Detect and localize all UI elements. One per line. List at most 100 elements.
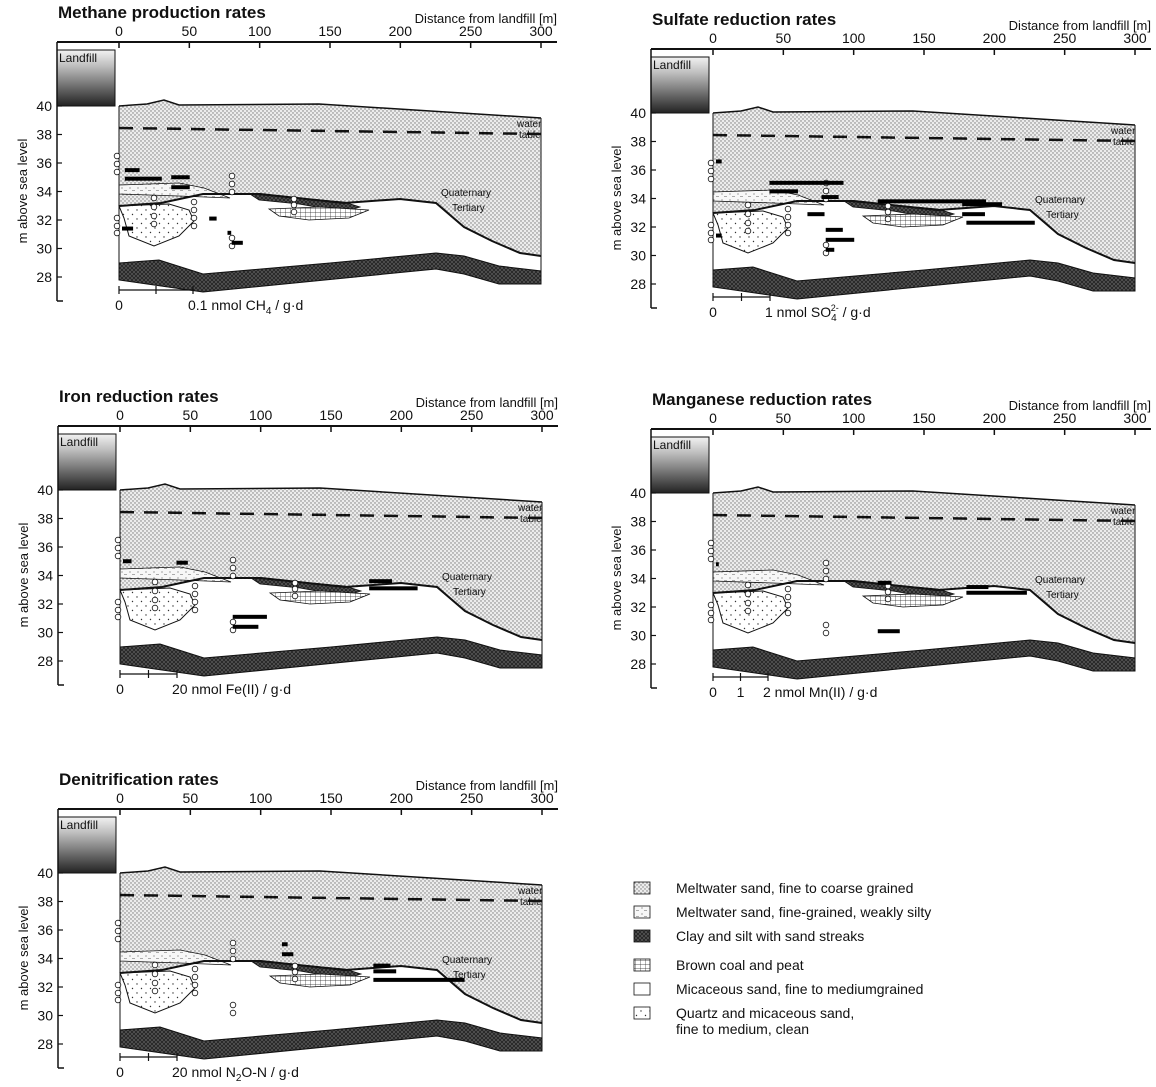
rate-bar bbox=[822, 195, 839, 199]
x-tick-label: 150 bbox=[912, 410, 936, 426]
x-tick-label: 300 bbox=[1123, 30, 1147, 46]
scale-label-text: 1 nmol SO bbox=[765, 304, 831, 320]
landfill-label: Landfill bbox=[60, 818, 98, 832]
y-tick-label: 32 bbox=[37, 596, 53, 612]
x-tick-label: 150 bbox=[912, 30, 936, 46]
legend-swatch bbox=[634, 983, 650, 995]
rate-bar bbox=[176, 561, 187, 565]
rate-bar bbox=[369, 579, 392, 583]
x-tick-label: 50 bbox=[182, 23, 198, 39]
y-tick-label: 34 bbox=[36, 184, 52, 200]
figure: Meltwater sand, fine to coarse grained Me… bbox=[0, 0, 1156, 1082]
rate-bar bbox=[807, 212, 824, 216]
sample-point bbox=[192, 591, 198, 597]
x-tick-label: 0 bbox=[116, 407, 124, 423]
y-tick-label: 36 bbox=[37, 539, 53, 555]
table-label: table bbox=[1113, 137, 1135, 148]
legend-label: Meltwater sand, fine-grained, weakly sil… bbox=[676, 904, 931, 920]
water-label: water bbox=[517, 503, 543, 514]
rate-bar bbox=[966, 585, 988, 589]
water-label: water bbox=[516, 119, 542, 130]
sample-point bbox=[745, 202, 751, 208]
table-label: table bbox=[519, 130, 541, 141]
sample-point bbox=[785, 214, 791, 220]
legend: Meltwater sand, fine to coarse grained Me… bbox=[634, 880, 931, 1037]
scale-label-text: 2 nmol Mn(II) bbox=[763, 684, 845, 700]
scale-unit: 4 bbox=[831, 313, 837, 324]
legend-label: Meltwater sand, fine to coarse grained bbox=[676, 880, 913, 896]
sample-point bbox=[230, 956, 236, 962]
sample-point bbox=[192, 974, 198, 980]
rate-bar bbox=[123, 559, 132, 563]
sample-point bbox=[823, 560, 829, 566]
x-tick-label: 150 bbox=[318, 23, 342, 39]
sample-point bbox=[152, 597, 158, 603]
rate-bar bbox=[233, 625, 259, 629]
water-label: water bbox=[1110, 126, 1136, 137]
rate-bar bbox=[962, 202, 1002, 206]
sample-point bbox=[823, 568, 829, 574]
x-tick-label: 0 bbox=[115, 23, 123, 39]
sample-point bbox=[230, 948, 236, 954]
sample-point bbox=[115, 920, 121, 926]
tertiary-label: Tertiary bbox=[1046, 210, 1079, 221]
scale-label: 1 bbox=[737, 684, 745, 700]
sample-point bbox=[708, 160, 714, 166]
sample-point bbox=[229, 235, 235, 241]
panel-title: Methane production rates bbox=[58, 3, 266, 22]
scale-label-text: 0 bbox=[115, 297, 123, 313]
sample-point bbox=[114, 161, 120, 167]
scale-unit: O-N / g·d bbox=[241, 1064, 299, 1080]
landfill-label: Landfill bbox=[653, 438, 691, 452]
x-tick-label: 0 bbox=[709, 410, 717, 426]
rate-bar bbox=[171, 185, 190, 189]
y-tick-label: 38 bbox=[37, 511, 53, 527]
x-tick-label: 300 bbox=[1123, 410, 1147, 426]
y-tick-label: 40 bbox=[630, 105, 646, 121]
sample-point bbox=[229, 173, 235, 179]
sample-point bbox=[191, 215, 197, 221]
water-label: water bbox=[1110, 506, 1136, 517]
sample-point bbox=[114, 153, 120, 159]
rate-bar bbox=[125, 177, 162, 181]
legend-swatch bbox=[634, 1007, 650, 1019]
x-tick-label: 300 bbox=[530, 790, 554, 806]
sample-point bbox=[230, 1002, 236, 1008]
y-tick-label: 38 bbox=[37, 894, 53, 910]
sample-point bbox=[708, 168, 714, 174]
scale-label-text: 20 nmol Fe(II) bbox=[172, 681, 259, 697]
tertiary-label: Tertiary bbox=[1046, 590, 1079, 601]
sample-point bbox=[292, 969, 298, 975]
rate-bar bbox=[826, 248, 835, 252]
scale-unit: / g·d bbox=[259, 681, 291, 697]
rate-bar bbox=[228, 231, 232, 235]
x-tick-label: 300 bbox=[530, 407, 554, 423]
y-tick-label: 34 bbox=[630, 571, 646, 587]
y-tick-label: 28 bbox=[630, 276, 646, 292]
sample-point bbox=[191, 199, 197, 205]
sample-point bbox=[115, 545, 121, 551]
scale-label: 20 nmol N2O-N / g·d bbox=[172, 1064, 299, 1082]
y-tick-label: 28 bbox=[37, 1036, 53, 1052]
sample-point bbox=[823, 622, 829, 628]
sample-point bbox=[151, 221, 157, 227]
rate-bar bbox=[373, 964, 390, 968]
sample-point bbox=[823, 242, 829, 248]
y-tick-label: 30 bbox=[630, 248, 646, 264]
quaternary-label: Quaternary bbox=[442, 955, 492, 966]
y-tick-label: 40 bbox=[630, 485, 646, 501]
sample-point bbox=[292, 580, 298, 586]
sample-point bbox=[291, 196, 297, 202]
sample-point bbox=[292, 963, 298, 969]
sample-point bbox=[291, 209, 297, 215]
table-label: table bbox=[1113, 517, 1135, 528]
rate-bar bbox=[122, 227, 133, 231]
y-tick-label: 36 bbox=[630, 542, 646, 558]
x-tick-label: 200 bbox=[983, 410, 1007, 426]
landfill-label: Landfill bbox=[60, 435, 98, 449]
sample-point bbox=[114, 215, 120, 221]
sample-point bbox=[192, 583, 198, 589]
x-tick-label: 50 bbox=[776, 410, 792, 426]
y-axis-label: m above sea level bbox=[609, 145, 624, 250]
sample-point bbox=[229, 181, 235, 187]
